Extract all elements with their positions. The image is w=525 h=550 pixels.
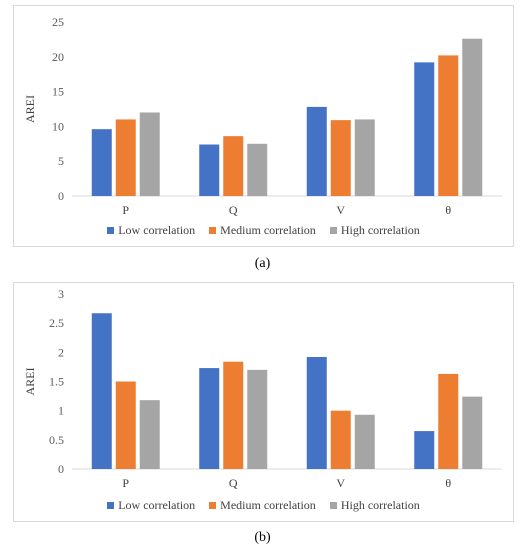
bar-Q-medium-correlation	[223, 136, 244, 196]
bar-P-medium-correlation	[115, 119, 136, 196]
legend-label-high: High correlation	[340, 498, 420, 512]
bar-θ-low-correlation	[414, 431, 435, 469]
bar-P-high-correlation	[139, 400, 160, 469]
legend-swatch-low	[107, 502, 115, 509]
bar-V-high-correlation	[354, 414, 375, 469]
bar-P-low-correlation	[91, 129, 112, 196]
legend-swatch-low	[107, 227, 115, 234]
chart-b-legend: Low correlation Medium correlation High …	[14, 498, 513, 513]
bar-Q-low-correlation	[199, 368, 220, 469]
bar-θ-high-correlation	[462, 396, 483, 469]
y-tick-label: 0	[58, 189, 64, 203]
bar-V-low-correlation	[306, 106, 327, 196]
y-tick-label: 2.5	[49, 316, 64, 330]
x-category-label: V	[336, 203, 345, 217]
legend-label-high: High correlation	[340, 223, 420, 237]
bar-V-medium-correlation	[330, 410, 351, 469]
bar-θ-high-correlation	[462, 38, 483, 197]
bar-V-medium-correlation	[330, 120, 351, 196]
y-tick-label: 1.5	[49, 375, 64, 389]
y-tick-label: 5	[58, 154, 64, 168]
y-tick-label: 2	[58, 345, 64, 359]
legend-swatch-high	[329, 227, 337, 234]
x-category-label: P	[122, 203, 129, 217]
legend-swatch-medium	[209, 227, 217, 234]
bar-θ-low-correlation	[414, 62, 435, 197]
bar-Q-low-correlation	[199, 144, 220, 196]
bar-P-medium-correlation	[115, 381, 136, 469]
legend-item-low: Low correlation	[107, 498, 195, 513]
x-category-label: V	[336, 476, 345, 490]
legend-item-medium: Medium correlation	[209, 498, 316, 513]
x-category-label: θ	[445, 476, 451, 490]
bar-V-high-correlation	[354, 119, 375, 196]
legend-label-medium: Medium correlation	[220, 223, 316, 237]
bar-P-low-correlation	[91, 313, 112, 469]
y-tick-label: 25	[52, 15, 64, 29]
legend-swatch-medium	[209, 502, 217, 509]
y-tick-label: 15	[52, 85, 64, 99]
y-tick-label: 0.5	[49, 433, 64, 447]
y-tick-label: 0	[58, 462, 64, 476]
bar-θ-medium-correlation	[438, 373, 459, 469]
y-tick-label: 3	[58, 287, 64, 301]
caption-b: (b)	[254, 530, 271, 545]
legend-label-low: Low correlation	[118, 498, 196, 512]
caption-a: (a)	[254, 256, 271, 271]
x-category-label: P	[122, 476, 129, 490]
y-axis-title: AREI	[23, 368, 37, 396]
bar-P-high-correlation	[139, 112, 160, 196]
x-category-label: Q	[229, 203, 238, 217]
bar-Q-high-correlation	[247, 143, 268, 196]
legend-label-low: Low correlation	[118, 223, 196, 237]
y-axis-title: AREI	[23, 95, 37, 123]
legend-swatch-high	[329, 502, 337, 509]
bar-V-low-correlation	[306, 357, 327, 469]
y-tick-label: 20	[52, 50, 64, 64]
legend-label-medium: Medium correlation	[220, 498, 316, 512]
legend-item-medium: Medium correlation	[209, 223, 316, 238]
chart-a-legend: Low correlation Medium correlation High …	[14, 223, 513, 238]
y-tick-label: 10	[52, 119, 64, 133]
x-category-label: θ	[445, 203, 451, 217]
legend-item-high: High correlation	[329, 498, 420, 513]
bar-Q-high-correlation	[247, 369, 268, 469]
y-tick-label: 1	[58, 404, 64, 418]
bar-Q-medium-correlation	[223, 361, 244, 469]
x-category-label: Q	[229, 476, 238, 490]
bar-θ-medium-correlation	[438, 55, 459, 196]
legend-item-high: High correlation	[329, 223, 420, 238]
legend-item-low: Low correlation	[107, 223, 195, 238]
